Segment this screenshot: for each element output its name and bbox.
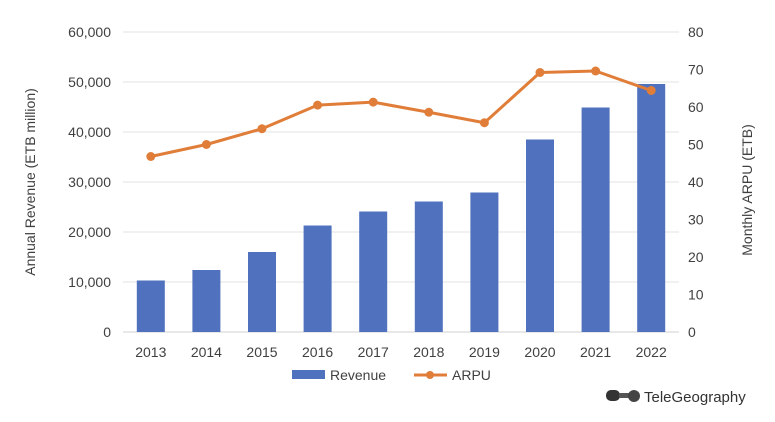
legend: Revenue ARPU (292, 367, 491, 383)
y2-tick-label: 0 (688, 324, 696, 340)
x-tick-label: 2014 (191, 344, 222, 360)
y-tick-label: 60,000 (68, 24, 111, 40)
arpu-line-path (150, 69, 652, 158)
y2-tick-label: 40 (688, 174, 704, 190)
y-tick-label: 40,000 (68, 124, 111, 140)
arpu-point-2021 (591, 66, 601, 76)
revenue-bar-2013 (136, 280, 165, 332)
arpu-point-2015 (257, 124, 267, 134)
revenue-bar-2017 (359, 211, 388, 332)
left-axis-label: Annual Revenue (ETB million) (22, 88, 38, 276)
x-tick-label: 2021 (580, 344, 611, 360)
left-axis-ticks: 0 10,000 20,000 30,000 40,000 50,000 60,000 (68, 24, 111, 340)
x-tick-label: 2013 (135, 344, 166, 360)
arpu-point-2019 (479, 118, 489, 128)
legend-label-revenue: Revenue (330, 367, 386, 383)
y2-tick-label: 10 (688, 287, 704, 303)
y2-tick-label: 80 (688, 24, 704, 40)
revenue-bar-2016 (303, 225, 332, 332)
right-axis-ticks: 0 10 20 30 40 50 60 70 80 (688, 24, 704, 340)
arpu-line (146, 66, 656, 161)
revenue-bar-2020 (526, 139, 554, 332)
revenue-bar-2014 (192, 270, 221, 332)
arpu-point-2022 (646, 86, 656, 95)
x-tick-label: 2018 (413, 344, 444, 360)
y2-tick-label: 30 (688, 212, 704, 228)
y2-tick-label: 50 (688, 137, 704, 153)
x-tick-label: 2015 (246, 344, 277, 360)
arpu-point-2013 (146, 152, 156, 161)
y2-tick-label: 20 (688, 249, 704, 265)
y2-tick-label: 60 (688, 99, 704, 115)
logo-text: TeleGeography (644, 389, 746, 406)
arpu-point-2016 (313, 100, 323, 110)
y-tick-label: 20,000 (68, 224, 111, 240)
x-tick-label: 2016 (302, 344, 333, 360)
telegeography-logo: TeleGeography (606, 389, 746, 406)
legend-label-arpu: ARPU (452, 367, 491, 383)
revenue-bar-2022 (637, 84, 666, 332)
y-tick-label: 0 (103, 324, 111, 340)
y2-tick-label: 70 (688, 62, 704, 78)
y-tick-label: 50,000 (68, 74, 111, 90)
x-tick-label: 2017 (358, 344, 389, 360)
legend-marker-arpu (426, 371, 434, 379)
revenue-bar-2019 (470, 192, 499, 332)
revenue-bars (136, 84, 666, 332)
y-tick-label: 10,000 (68, 274, 111, 290)
arpu-point-2018 (424, 107, 434, 117)
revenue-bar-2021 (581, 107, 610, 332)
arpu-point-2020 (535, 68, 545, 77)
x-tick-label: 2020 (524, 344, 555, 360)
arpu-point-2017 (368, 97, 378, 107)
legend-swatch-revenue (292, 370, 325, 379)
x-tick-label: 2019 (469, 344, 500, 360)
y-tick-label: 30,000 (68, 174, 111, 190)
x-tick-label: 2022 (636, 344, 667, 360)
revenue-bar-2018 (414, 201, 443, 332)
x-axis-ticks: 2013 2014 2015 2016 2017 2018 2019 2020 2021 2022 (135, 344, 667, 360)
right-axis-label: Monthly ARPU (ETB) (739, 124, 755, 255)
arpu-point-2014 (201, 140, 211, 149)
revenue-bar-2015 (248, 252, 276, 332)
